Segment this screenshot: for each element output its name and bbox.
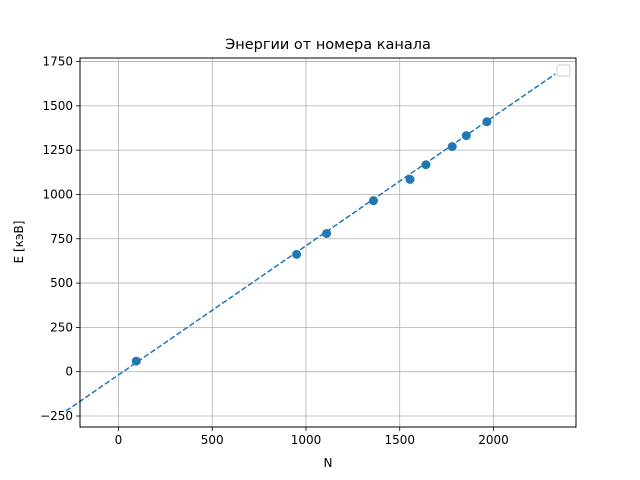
- data-point: [292, 249, 302, 259]
- y-tick-label: 250: [50, 320, 73, 334]
- y-tick-label: 1250: [42, 143, 73, 157]
- x-axis-label: N: [324, 456, 333, 470]
- x-tick-label: 1500: [384, 433, 415, 447]
- y-tick-label: 1750: [42, 55, 73, 69]
- plot-frame: [79, 57, 577, 428]
- data-point: [461, 131, 471, 141]
- chart-title: Энергии от номера канала: [225, 37, 431, 53]
- data-point: [131, 356, 141, 366]
- y-axis-ticks: −250 0 250 500 750 1000 1250 1500 1750: [40, 55, 80, 423]
- fit-line: [65, 73, 556, 412]
- legend: [556, 64, 571, 77]
- x-tick-label: 0: [115, 433, 123, 447]
- y-tick-label: −250: [40, 409, 73, 423]
- x-tick-label: 1000: [291, 433, 322, 447]
- data-point: [421, 160, 431, 170]
- x-axis-ticks: 0 500 1000 1500 2000: [115, 427, 509, 447]
- data-point: [482, 117, 492, 127]
- y-tick-label: 750: [50, 232, 73, 246]
- data-point: [405, 174, 415, 184]
- y-axis-label: E [кэВ]: [12, 221, 26, 264]
- x-tick-label: 500: [201, 433, 224, 447]
- grid: [80, 58, 576, 427]
- y-tick-label: 1000: [42, 187, 73, 201]
- legend-box: [556, 64, 571, 77]
- y-tick-label: 1500: [42, 99, 73, 113]
- data-point: [368, 196, 378, 206]
- data-point: [447, 142, 457, 152]
- data-point: [322, 228, 332, 238]
- data-points-layer: [131, 117, 492, 366]
- y-tick-label: 500: [50, 276, 73, 290]
- y-tick-label: 0: [65, 365, 73, 379]
- fit-line-layer: [65, 73, 556, 412]
- x-tick-label: 2000: [478, 433, 509, 447]
